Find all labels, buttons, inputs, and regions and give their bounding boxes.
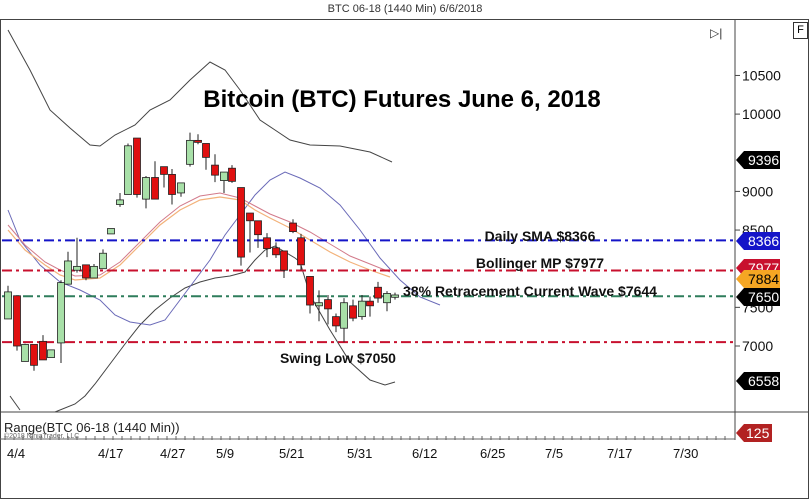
svg-text:7650: 7650 (748, 289, 779, 305)
candle (220, 171, 228, 181)
candle (47, 349, 55, 358)
svg-text:7/30: 7/30 (673, 446, 698, 461)
candle (4, 291, 12, 320)
candle (21, 344, 29, 362)
candle (142, 177, 150, 200)
svg-text:8366: 8366 (748, 233, 779, 249)
candle (73, 265, 81, 271)
svg-text:9396: 9396 (748, 152, 779, 168)
candle (306, 276, 314, 306)
candle (39, 340, 47, 361)
candle (358, 300, 366, 318)
y-tick-label: 10000 (742, 106, 781, 122)
candle (332, 316, 340, 327)
lower-panel-label: Range(BTC 06-18 (1440 Min)) (4, 420, 180, 435)
svg-text:5/31: 5/31 (347, 446, 372, 461)
candle (186, 139, 194, 165)
svg-text:4/27: 4/27 (160, 446, 185, 461)
candle (324, 299, 332, 310)
candle (124, 145, 132, 195)
svg-text:125: 125 (746, 425, 770, 441)
candle (13, 295, 21, 347)
candle (254, 220, 262, 236)
candle (202, 143, 210, 158)
svg-text:6/25: 6/25 (480, 446, 505, 461)
svg-text:7/5: 7/5 (545, 446, 563, 461)
candle (194, 139, 202, 143)
svg-text:6/12: 6/12 (412, 446, 437, 461)
candle (315, 302, 323, 307)
candle (107, 228, 115, 235)
candle (280, 250, 288, 271)
y-tick-label: 10500 (742, 67, 781, 83)
svg-text:4/4: 4/4 (7, 446, 25, 461)
skip-to-end-icon[interactable]: ▷| (710, 26, 723, 40)
chart-title: Bitcoin (BTC) Futures June 6, 2018 (203, 86, 600, 113)
y-tick-label: 7000 (742, 338, 773, 354)
candle (177, 182, 185, 194)
candle (228, 167, 236, 182)
candle (374, 286, 382, 299)
candle (211, 164, 219, 176)
price-marker: 7650 (736, 288, 780, 306)
candle (151, 177, 159, 200)
candle (99, 252, 107, 270)
candle (297, 237, 305, 266)
candle (263, 237, 271, 250)
annotation-label: Bollinger MP $7977 (476, 255, 604, 271)
annotation-label: Swing Low $7050 (280, 350, 396, 366)
candle (246, 212, 254, 222)
candle (160, 166, 168, 175)
svg-text:7/17: 7/17 (607, 446, 632, 461)
candle (168, 173, 176, 195)
candle (90, 265, 98, 279)
copyright: ©2018 NinjaTrader, LLC (4, 432, 79, 440)
svg-text:5/9: 5/9 (216, 446, 234, 461)
candle (272, 247, 280, 256)
svg-text:7884: 7884 (748, 271, 779, 287)
candle (289, 222, 297, 232)
candle (133, 137, 141, 195)
price-marker: 7884 (736, 270, 780, 288)
candle (391, 294, 399, 298)
svg-text:6558: 6558 (748, 373, 779, 389)
svg-text:5/21: 5/21 (279, 446, 304, 461)
candle (116, 199, 124, 205)
candle (340, 302, 348, 329)
candle (64, 260, 72, 285)
annotation-label: Daily SMA $8366 (485, 228, 596, 244)
candle (349, 305, 357, 319)
annotation-label: 38% Retracement Current Wave $7644 (403, 283, 657, 299)
price-marker: 8366 (736, 232, 780, 250)
price-marker: 6558 (736, 372, 780, 390)
candle (383, 293, 391, 304)
candle (82, 264, 90, 279)
svg-text:4/17: 4/17 (98, 446, 123, 461)
y-tick-label: 9000 (742, 183, 773, 199)
window-title: BTC 06-18 (1440 Min) 6/6/2018 (327, 3, 483, 15)
chart-frame (0, 19, 809, 499)
candle (237, 187, 245, 258)
candle (366, 300, 374, 307)
candle (57, 282, 65, 344)
range-value-marker (736, 424, 772, 442)
price-marker: 9396 (736, 151, 780, 169)
candle (30, 344, 38, 366)
f-button[interactable]: F (793, 22, 808, 39)
